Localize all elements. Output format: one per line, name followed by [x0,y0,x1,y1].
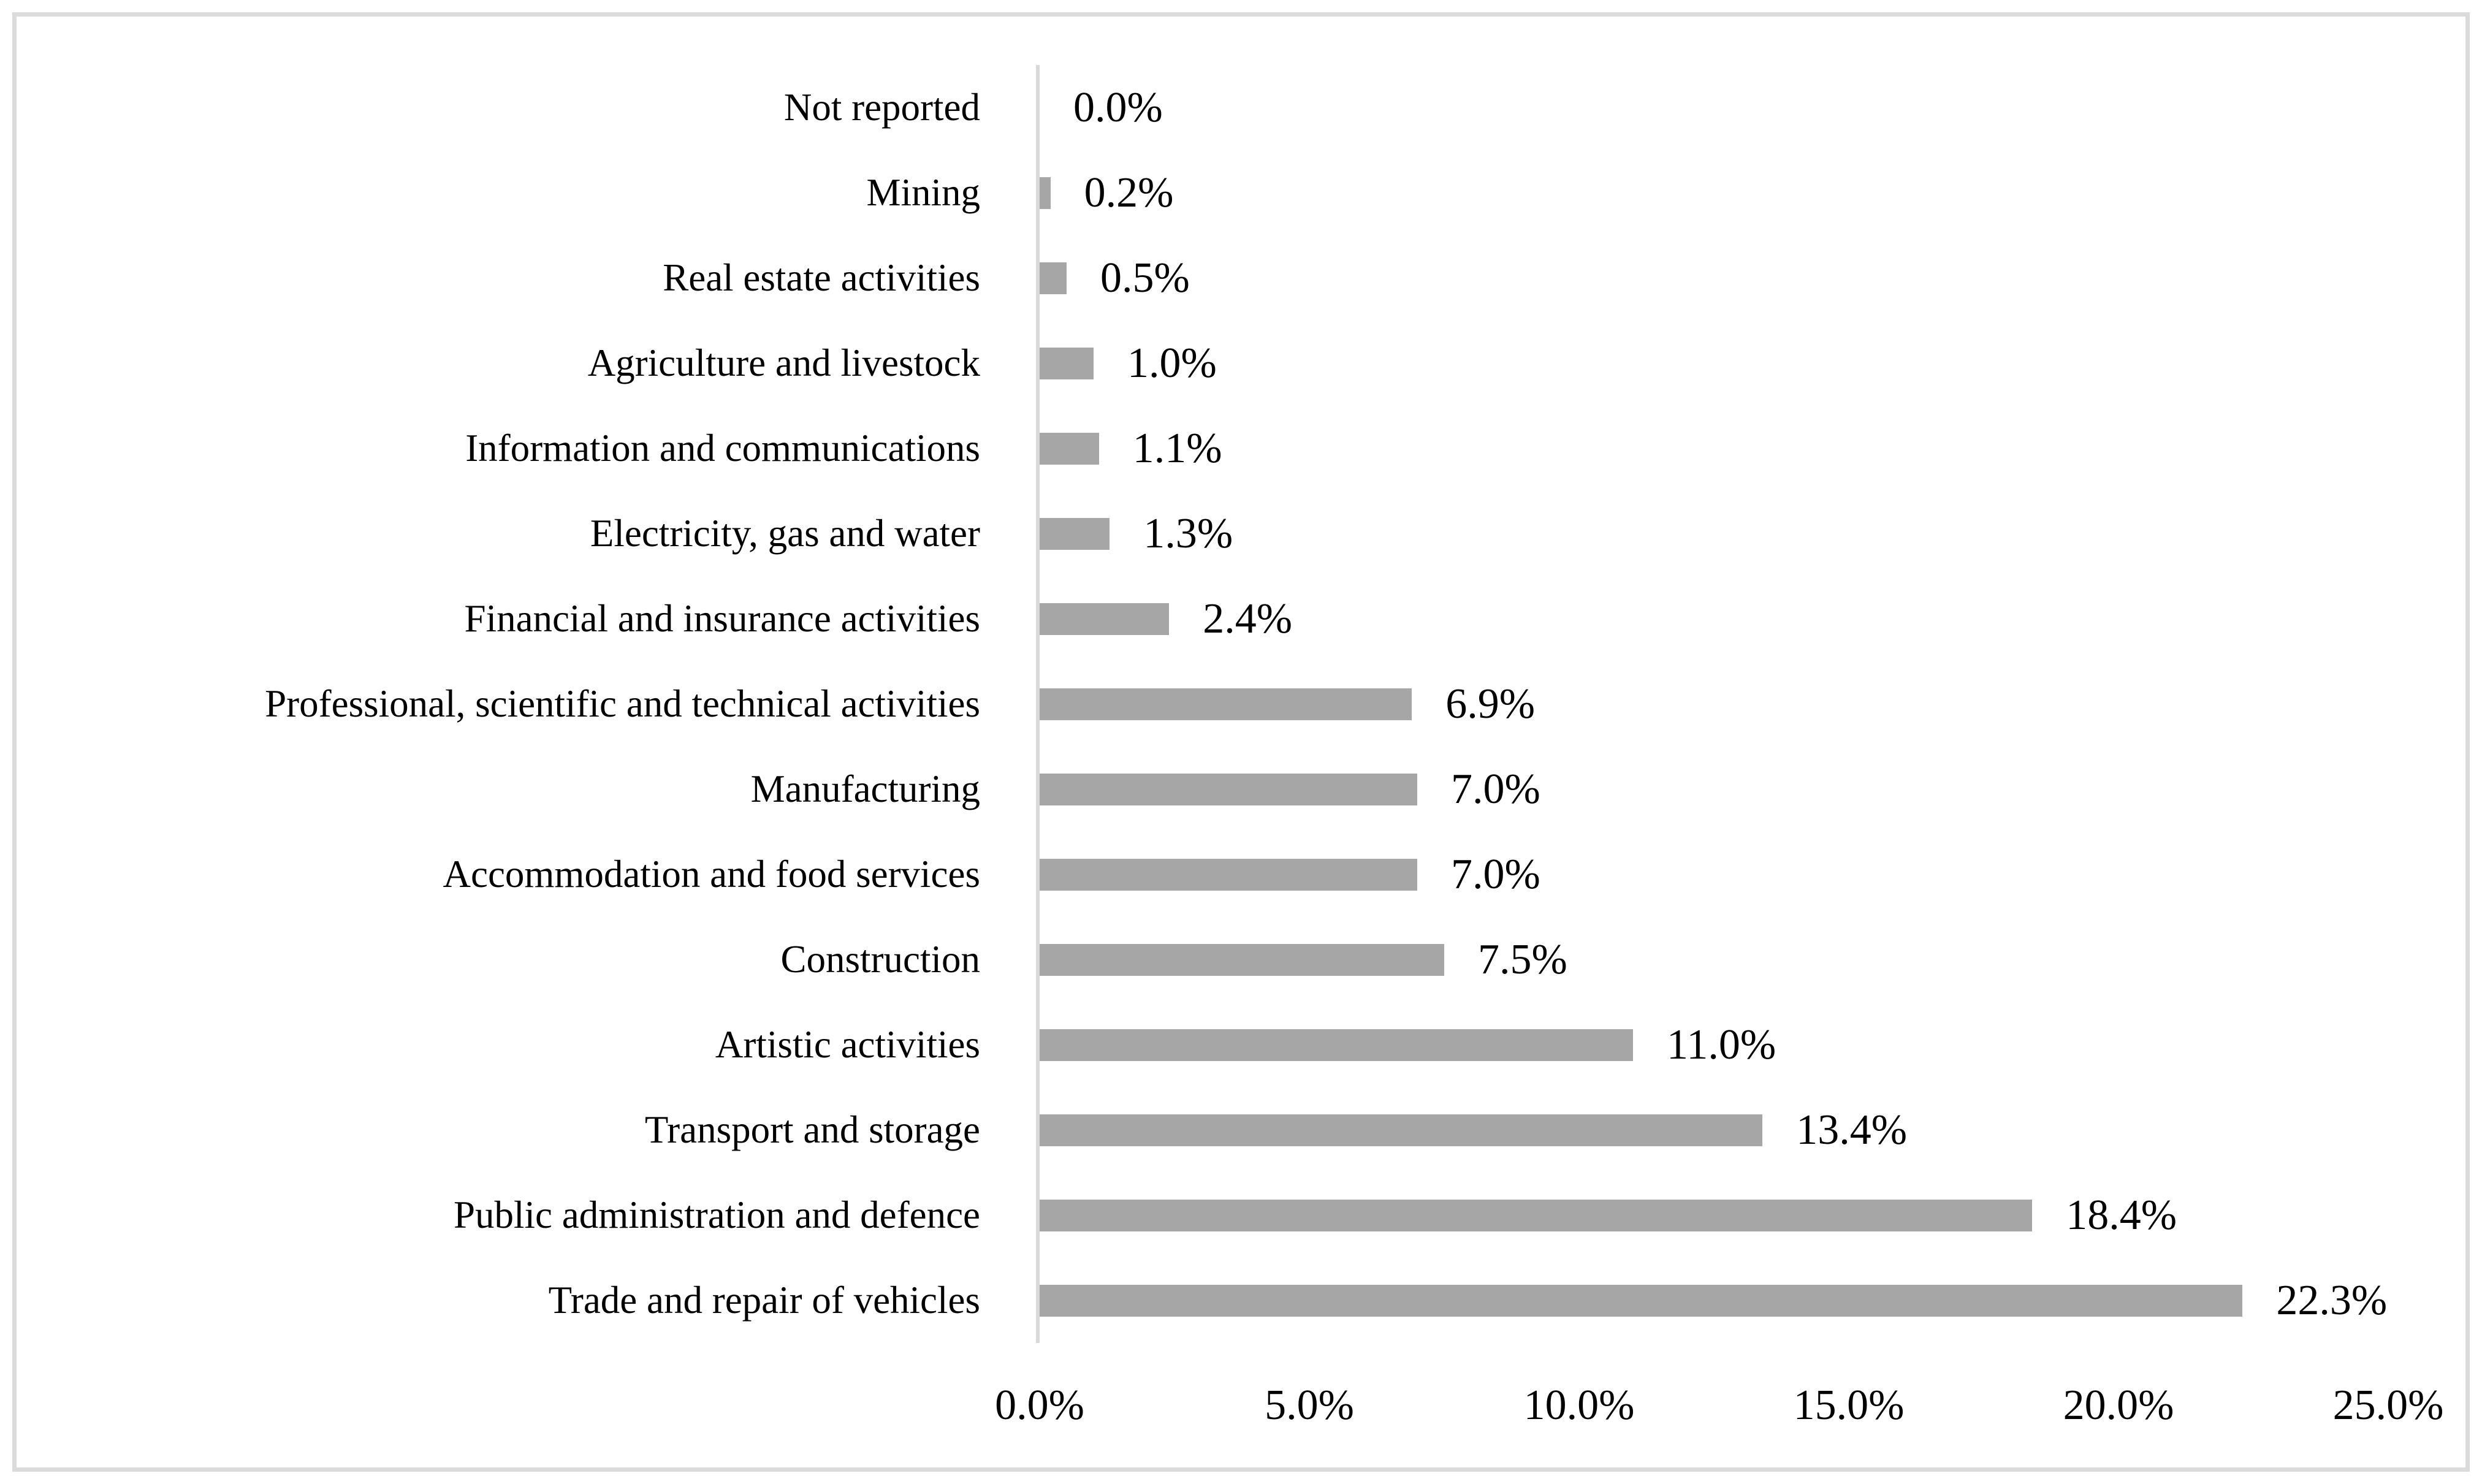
value-label: 0.0% [1073,83,1163,131]
bar-row: Accommodation and food services 7.0% [17,832,2465,917]
category-label: Accommodation and food services [443,852,981,896]
bar-row: Not reported 0.0% [17,65,2465,150]
bar-chart-figure: Not reported 0.0% Mining 0.2% Real estat… [12,12,2470,1472]
category-label: Mining [866,170,980,214]
bar [1040,1284,2243,1317]
bar-row: Information and communications 1.1% [17,406,2465,491]
bar-track: 2.4% [1040,576,2388,661]
bar-track: 18.4% [1040,1173,2388,1258]
bar-row: Artistic activities 11.0% [17,1002,2465,1087]
bar [1040,943,1444,976]
bar [1040,517,1110,550]
category-label: Information and communications [465,426,980,470]
bar-rows: Not reported 0.0% Mining 0.2% Real estat… [17,65,2465,1343]
bar-track: 7.5% [1040,917,2388,1002]
category-label: Not reported [783,85,980,129]
category-label: Financial and insurance activities [464,596,980,640]
bar-track: 6.9% [1040,661,2388,747]
bar-row: Construction 7.5% [17,917,2465,1002]
x-tick-label: 25.0% [2332,1382,2444,1429]
x-tick-label: 0.0% [995,1382,1084,1429]
bar [1040,773,1417,805]
bar-row: Professional, scientific and technical a… [17,661,2465,747]
bar [1040,177,1051,209]
bar [1040,688,1412,720]
category-label: Transport and storage [644,1108,980,1151]
bar-track: 1.3% [1040,491,2388,576]
bar-track: 0.0% [1040,65,2388,150]
value-label: 7.0% [1451,850,1540,898]
bar [1040,1029,1633,1061]
value-label: 0.2% [1084,169,1174,216]
value-label: 0.5% [1100,254,1190,302]
bar [1040,1114,1763,1146]
bar [1040,262,1067,294]
value-label: 11.0% [1667,1021,1776,1068]
bar-row: Agriculture and livestock 1.0% [17,321,2465,406]
category-label: Manufacturing [750,767,980,810]
value-label: 1.0% [1127,339,1217,387]
x-tick-label: 10.0% [1523,1382,1635,1429]
bar-track: 11.0% [1040,1002,2388,1087]
bar-row: Mining 0.2% [17,150,2465,235]
bar [1040,1199,2033,1231]
bar [1040,858,1417,891]
bar-row: Transport and storage 13.4% [17,1087,2465,1173]
bar-track: 1.0% [1040,321,2388,406]
y-axis-line [1036,65,1040,1343]
value-label: 1.3% [1143,509,1233,557]
category-label: Real estate activities [663,256,980,299]
x-tick-label: 5.0% [1265,1382,1354,1429]
category-label: Professional, scientific and technical a… [265,682,980,725]
bar-row: Real estate activities 0.5% [17,235,2465,321]
bar-row: Electricity, gas and water 1.3% [17,491,2465,576]
value-label: 7.5% [1478,935,1567,983]
category-label: Public administration and defence [454,1193,980,1236]
value-label: 13.4% [1796,1106,1907,1154]
bar-track: 0.2% [1040,150,2388,235]
bar-track: 7.0% [1040,747,2388,832]
bar-track: 22.3% [1040,1258,2388,1343]
plot-area: Not reported 0.0% Mining 0.2% Real estat… [17,17,2465,1467]
bar-track: 13.4% [1040,1087,2388,1173]
x-tick-label: 20.0% [2063,1382,2174,1429]
category-label: Trade and repair of vehicles [548,1278,980,1322]
bar [1040,603,1170,635]
category-label: Construction [780,937,981,981]
bar-track: 1.1% [1040,406,2388,491]
bar-row: Public administration and defence 18.4% [17,1173,2465,1258]
bar [1040,432,1099,465]
value-label: 18.4% [2066,1191,2177,1239]
bar-row: Manufacturing 7.0% [17,747,2465,832]
bar [1040,347,1094,379]
bar-track: 7.0% [1040,832,2388,917]
bar-row: Financial and insurance activities 2.4% [17,576,2465,661]
value-label: 6.9% [1445,680,1535,728]
bar-row: Trade and repair of vehicles 22.3% [17,1258,2465,1343]
category-label: Artistic activities [715,1022,980,1066]
value-label: 2.4% [1203,595,1292,642]
bar-track: 0.5% [1040,235,2388,321]
x-tick-label: 15.0% [1793,1382,1905,1429]
value-label: 7.0% [1451,765,1540,813]
value-label: 22.3% [2276,1276,2388,1324]
category-label: Electricity, gas and water [590,511,980,555]
value-label: 1.1% [1132,424,1222,472]
category-label: Agriculture and livestock [587,341,980,384]
x-axis: 0.0% 5.0% 10.0% 15.0% 20.0% 25.0% [995,1343,2443,1441]
